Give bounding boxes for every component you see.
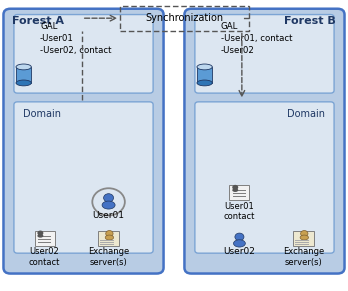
- Bar: [100, 239, 114, 241]
- Bar: [293, 230, 314, 246]
- Text: User02
contact: User02 contact: [29, 247, 60, 267]
- Bar: [229, 185, 250, 200]
- Ellipse shape: [197, 80, 212, 86]
- Text: User01: User01: [93, 211, 125, 220]
- FancyBboxPatch shape: [14, 102, 153, 253]
- Bar: [233, 196, 246, 197]
- Bar: [295, 244, 309, 245]
- Bar: [100, 244, 114, 245]
- Ellipse shape: [102, 201, 115, 209]
- Text: Synchronization: Synchronization: [145, 13, 223, 23]
- Bar: [98, 230, 119, 246]
- Text: User01
contact: User01 contact: [224, 202, 255, 221]
- Circle shape: [235, 233, 244, 241]
- Bar: [233, 193, 246, 194]
- Bar: [120, 6, 249, 31]
- Ellipse shape: [197, 64, 212, 70]
- FancyBboxPatch shape: [3, 9, 164, 274]
- Text: Domain: Domain: [23, 109, 61, 119]
- Ellipse shape: [16, 80, 31, 86]
- Text: Domain: Domain: [287, 109, 325, 119]
- Text: Forest A: Forest A: [12, 16, 64, 26]
- Circle shape: [37, 230, 44, 235]
- Bar: [16, 67, 31, 83]
- Text: GAL
-User01, contact
-User02: GAL -User01, contact -User02: [221, 22, 292, 55]
- Ellipse shape: [232, 188, 238, 192]
- Bar: [295, 239, 309, 241]
- Ellipse shape: [234, 240, 245, 247]
- Text: Forest B: Forest B: [284, 16, 336, 26]
- FancyBboxPatch shape: [195, 15, 334, 93]
- Circle shape: [301, 230, 308, 237]
- FancyBboxPatch shape: [184, 9, 345, 274]
- Text: Exchange
server(s): Exchange server(s): [88, 247, 129, 267]
- Circle shape: [104, 194, 113, 202]
- Text: User02: User02: [223, 247, 255, 256]
- Bar: [38, 235, 51, 237]
- Ellipse shape: [105, 235, 113, 240]
- Bar: [38, 239, 51, 240]
- Bar: [197, 67, 212, 83]
- Circle shape: [232, 185, 238, 190]
- Bar: [233, 190, 246, 191]
- Ellipse shape: [300, 235, 308, 240]
- Text: GAL
-User01
-User02, contact: GAL -User01 -User02, contact: [40, 22, 111, 55]
- Bar: [100, 242, 114, 243]
- Bar: [38, 242, 51, 243]
- Ellipse shape: [16, 64, 31, 70]
- Bar: [34, 230, 55, 246]
- FancyBboxPatch shape: [195, 102, 334, 253]
- Ellipse shape: [37, 234, 44, 238]
- Text: Exchange
server(s): Exchange server(s): [283, 247, 324, 267]
- FancyBboxPatch shape: [14, 15, 153, 93]
- Circle shape: [106, 230, 113, 237]
- Bar: [295, 242, 309, 243]
